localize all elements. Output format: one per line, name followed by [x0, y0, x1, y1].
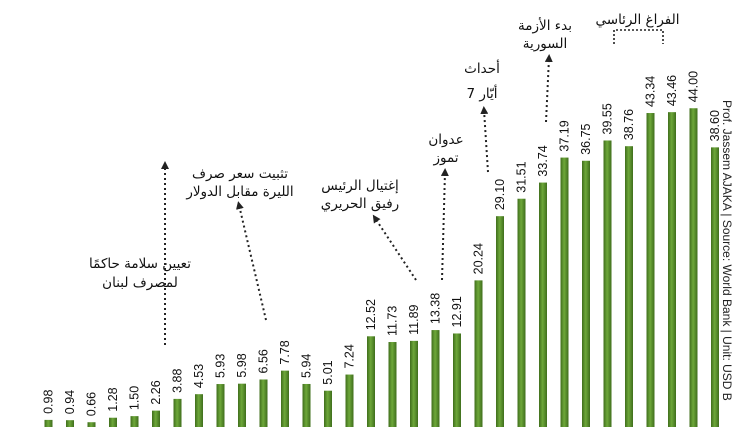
value-label-12: 5.94 — [300, 354, 314, 378]
bar-4 — [130, 416, 139, 427]
bar-10 — [259, 379, 268, 427]
value-label-25: 36.75 — [579, 123, 593, 154]
bar-25 — [582, 160, 590, 427]
value-label-3: 1.28 — [106, 387, 120, 411]
annotation-july-war-line-0: عدوان — [428, 132, 463, 148]
annotation-presidential-vacuum: الفراغ الرئاسي — [596, 12, 680, 44]
bar-1 — [66, 420, 74, 427]
bar-29 — [668, 112, 676, 428]
annotation-presidential-vacuum-bracket — [613, 29, 664, 44]
bar-3 — [109, 417, 117, 427]
bar-5 — [152, 410, 160, 427]
value-label-13: 5.01 — [321, 360, 335, 384]
annotation-july-war: عدوان تموز — [428, 132, 464, 281]
value-label-9: 5.98 — [235, 353, 249, 377]
value-label-20: 20.24 — [472, 243, 486, 274]
value-label-14: 7.24 — [343, 344, 357, 368]
bar-13 — [324, 390, 332, 427]
bar-8 — [216, 384, 225, 427]
annotation-may7-line-0: أحداث — [464, 59, 500, 77]
bar-18 — [431, 330, 440, 427]
bar-16 — [388, 342, 397, 427]
annotation-peg-line-0: تثبيت سعر صرف — [192, 166, 288, 182]
annotation-presidential-vacuum-text: الفراغ الرئاسي — [596, 12, 680, 28]
annotation-may7: أحداث 7 أيّار — [464, 59, 500, 173]
bar-2 — [87, 422, 96, 427]
annotation-syria-crisis-arrow — [544, 54, 553, 123]
value-label-4: 1.50 — [128, 386, 142, 410]
annotation-peg-arrow — [236, 201, 267, 321]
value-label-27: 38.76 — [622, 109, 636, 140]
bar-0 — [44, 419, 53, 427]
annotation-hariri-arrow — [372, 214, 417, 281]
value-label-28: 43.34 — [644, 76, 658, 107]
annotation-hariri-line-1: رفيق الحريري — [321, 196, 399, 212]
bar-21 — [496, 216, 504, 427]
annotation-central-bank-governor-line-1: لمصرف لبنان — [102, 275, 178, 291]
bar-7 — [195, 394, 203, 427]
annotation-syria-crisis-line-1: السورية — [523, 36, 567, 52]
annotation-may7-arrow — [480, 106, 489, 173]
annotation-peg-line-1: الليرة مقابل الدولار — [185, 184, 293, 200]
bar-9 — [238, 383, 246, 427]
annotation-central-bank-governor: تعيين سلامة حاكمًا لمصرف لبنان — [89, 161, 191, 345]
value-label-16: 11.73 — [386, 306, 400, 336]
value-label-22: 31.51 — [515, 161, 529, 192]
annotation-may7-line-1: 7 أيّار — [466, 84, 497, 102]
value-label-24: 37.19 — [558, 120, 572, 151]
value-label-26: 39.55 — [601, 103, 615, 134]
value-label-19: 12.91 — [450, 296, 464, 327]
bar-24 — [560, 157, 569, 428]
value-label-1: 0.94 — [63, 390, 77, 414]
bar-17 — [410, 340, 418, 427]
value-label-23: 33.74 — [536, 145, 550, 176]
annotation-central-bank-governor-line-0: تعيين سلامة حاكمًا — [89, 256, 191, 272]
value-label-17: 11.89 — [407, 304, 421, 334]
annotations-group: تعيين سلامة حاكمًا لمصرف لبنان تثبيت سعر ص… — [89, 12, 680, 345]
value-label-0: 0.98 — [42, 390, 56, 414]
bar-23 — [539, 182, 547, 427]
annotation-syria-crisis-line-0: بدء الأزمة — [518, 17, 572, 34]
value-label-11: 7.78 — [278, 340, 292, 364]
annotation-peg: تثبيت سعر صرف الليرة مقابل الدولار — [185, 166, 294, 321]
bar-22 — [517, 198, 526, 427]
value-label-30: 44.00 — [687, 71, 701, 102]
bar-30 — [689, 108, 698, 427]
value-label-15: 12.52 — [364, 299, 378, 330]
value-label-2: 0.66 — [85, 392, 99, 416]
value-label-21: 29.10 — [493, 179, 507, 210]
bar-6 — [173, 398, 182, 427]
value-label-18: 13.38 — [429, 293, 443, 324]
bar-28 — [646, 113, 655, 427]
bar-31 — [711, 147, 719, 427]
bars-group — [44, 108, 719, 428]
annotation-hariri-line-0: إغتيال الرئيس — [321, 178, 399, 194]
value-label-29: 43.46 — [665, 75, 679, 106]
value-label-10: 6.56 — [257, 349, 271, 373]
bar-26 — [603, 140, 612, 427]
bar-27 — [625, 146, 633, 428]
annotation-hariri: إغتيال الرئيس رفيق الحريري — [321, 178, 417, 281]
bar-20 — [474, 280, 483, 427]
annotation-july-war-arrow — [440, 168, 449, 281]
bar-15 — [367, 336, 375, 427]
value-labels-group: 0.98 0.94 0.66 1.28 1.50 2.26 3.88 4.53 5.93 5.98… — [42, 71, 723, 416]
value-label-5: 2.26 — [149, 380, 163, 404]
source-credit: Prof. Jassem AJAKA | Source: World Bank … — [720, 100, 734, 401]
value-label-8: 5.93 — [214, 354, 228, 378]
bar-11 — [281, 370, 289, 427]
value-label-31: 38.60 — [708, 110, 722, 141]
annotation-july-war-line-1: تموز — [432, 150, 458, 166]
bar-14 — [345, 374, 354, 427]
value-label-6: 3.88 — [171, 369, 185, 393]
annotation-syria-crisis: بدء الأزمة السورية — [518, 17, 572, 123]
bar-12 — [302, 383, 311, 427]
value-label-7: 4.53 — [192, 364, 206, 388]
bar-19 — [453, 333, 461, 427]
